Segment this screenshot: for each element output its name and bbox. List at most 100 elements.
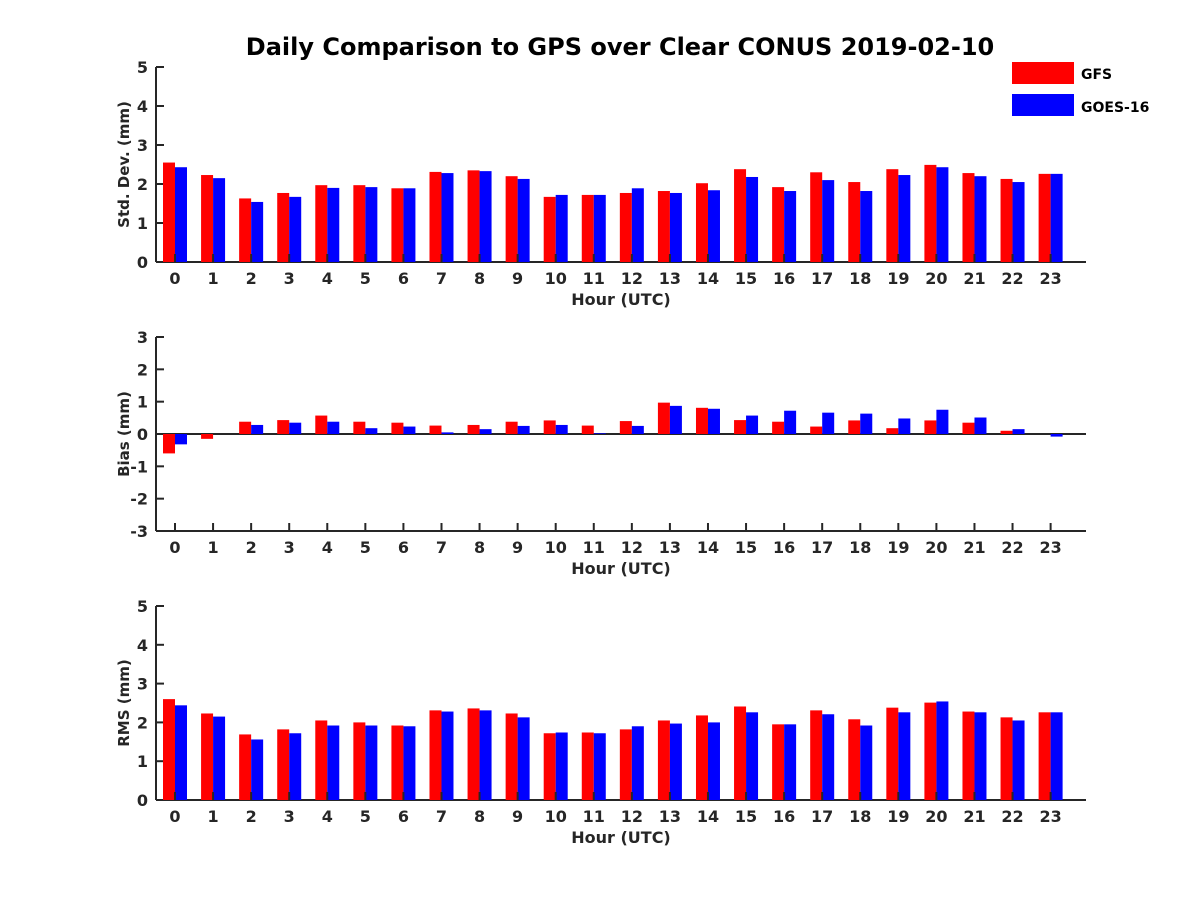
bar-goes16-6	[403, 426, 416, 434]
x-tick-label: 11	[583, 538, 605, 557]
x-tick-label: 21	[963, 538, 985, 557]
bar-gfs-4	[315, 415, 328, 434]
bar-gfs-20	[924, 164, 937, 262]
bar-goes16-5	[365, 428, 378, 434]
bar-goes16-11	[593, 733, 606, 800]
bar-gfs-5	[353, 185, 366, 262]
bar-goes16-18	[860, 191, 873, 262]
bar-goes16-22	[1012, 429, 1025, 434]
y-tick-label: 3	[137, 675, 148, 694]
x-tick-label: 13	[659, 807, 681, 826]
x-tick-label: 14	[697, 269, 719, 288]
bar-gfs-15	[734, 706, 747, 800]
bar-gfs-16	[772, 187, 785, 262]
bar-goes16-1	[213, 716, 226, 800]
bar-goes16-20	[936, 167, 949, 262]
bar-gfs-11	[581, 425, 594, 434]
x-tick-label: 0	[169, 538, 180, 557]
rms-x-axis-label: Hour (UTC)	[571, 828, 671, 847]
y-tick-label: -1	[130, 457, 148, 476]
bar-goes16-8	[479, 171, 492, 262]
bar-gfs-22	[1000, 430, 1013, 434]
bar-goes16-19	[898, 175, 911, 262]
bar-goes16-11	[593, 194, 606, 262]
bar-goes16-4	[327, 187, 340, 262]
x-tick-label: 6	[398, 269, 409, 288]
legend-swatch-goes16	[1012, 94, 1074, 116]
x-tick-label: 22	[1001, 538, 1023, 557]
x-tick-label: 11	[583, 269, 605, 288]
bar-goes16-14	[707, 722, 720, 800]
bar-goes16-14	[707, 190, 720, 262]
bar-goes16-8	[479, 429, 492, 434]
x-tick-label: 14	[697, 538, 719, 557]
x-tick-label: 5	[360, 807, 371, 826]
x-tick-label: 21	[963, 269, 985, 288]
bar-gfs-5	[353, 722, 366, 800]
bar-gfs-18	[848, 182, 861, 262]
x-tick-label: 15	[735, 807, 757, 826]
x-tick-label: 10	[545, 538, 567, 557]
bar-gfs-4	[315, 720, 328, 800]
x-tick-label: 0	[169, 807, 180, 826]
bar-goes16-7	[441, 711, 454, 800]
y-tick-label: 0	[137, 425, 148, 444]
bar-goes16-10	[555, 424, 568, 434]
y-tick-label: 5	[137, 597, 148, 616]
bar-gfs-8	[467, 708, 480, 800]
y-tick-label: 2	[137, 175, 148, 194]
x-tick-label: 1	[207, 807, 218, 826]
bar-goes16-19	[898, 418, 911, 434]
x-tick-label: 1	[207, 269, 218, 288]
y-tick-label: 3	[137, 136, 148, 155]
x-tick-label: 4	[322, 807, 333, 826]
x-tick-label: 10	[545, 807, 567, 826]
bar-gfs-3	[277, 192, 290, 262]
bar-gfs-12	[619, 421, 632, 434]
x-tick-label: 6	[398, 538, 409, 557]
bar-goes16-4	[327, 421, 340, 434]
bar-gfs-10	[543, 733, 556, 800]
bar-goes16-7	[441, 432, 454, 434]
bar-gfs-22	[1000, 178, 1013, 262]
bar-gfs-14	[695, 715, 708, 800]
bar-goes16-10	[555, 732, 568, 800]
bar-gfs-13	[657, 720, 670, 800]
bar-goes16-12	[631, 726, 644, 800]
bar-gfs-18	[848, 420, 861, 434]
x-tick-label: 14	[697, 807, 719, 826]
bar-goes16-5	[365, 187, 378, 262]
bar-gfs-16	[772, 724, 785, 800]
bar-gfs-18	[848, 719, 861, 800]
x-tick-label: 9	[512, 538, 523, 557]
bar-goes16-20	[936, 701, 949, 800]
x-tick-label: 3	[284, 538, 295, 557]
bar-goes16-17	[822, 714, 835, 800]
x-tick-label: 6	[398, 807, 409, 826]
bar-gfs-9	[505, 713, 518, 800]
bar-gfs-1	[201, 713, 214, 800]
bar-gfs-7	[429, 171, 442, 262]
bar-gfs-19	[886, 428, 899, 434]
bar-goes16-15	[746, 415, 759, 434]
bar-goes16-16	[784, 410, 797, 434]
bar-goes16-3	[289, 422, 302, 434]
bar-gfs-8	[467, 424, 480, 434]
x-tick-label: 2	[246, 538, 257, 557]
x-tick-label: 16	[773, 269, 795, 288]
x-tick-label: 3	[284, 269, 295, 288]
bar-goes16-0	[175, 434, 187, 445]
y-tick-label: 1	[137, 393, 148, 412]
bar-goes16-10	[555, 194, 568, 262]
bar-goes16-21	[974, 417, 987, 434]
x-tick-label: 19	[887, 807, 909, 826]
bar-gfs-2	[239, 734, 252, 800]
x-tick-label: 9	[512, 269, 523, 288]
x-tick-label: 15	[735, 538, 757, 557]
bar-gfs-12	[619, 729, 632, 800]
x-tick-label: 12	[621, 538, 643, 557]
x-tick-label: 19	[887, 538, 909, 557]
bar-gfs-7	[429, 710, 442, 800]
